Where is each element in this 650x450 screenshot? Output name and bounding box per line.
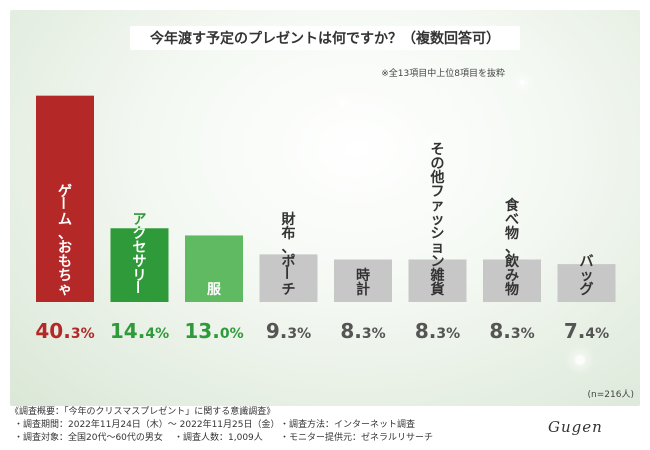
bar-8: [557, 264, 616, 302]
bar-5: [334, 259, 392, 302]
sample-size-label: (n=216人): [587, 390, 634, 400]
svg-text:物: 物: [505, 281, 519, 298]
svg-text:ッ: ッ: [580, 268, 594, 284]
svg-text:、: 、: [505, 240, 519, 256]
value-label-1: 40.3%: [35, 319, 94, 343]
svg-text:グ: グ: [580, 281, 594, 298]
bar-3: [185, 235, 243, 302]
svg-text:セ: セ: [133, 240, 147, 256]
svg-text:時: 時: [356, 267, 370, 284]
svg-text:の: の: [431, 156, 445, 172]
value-label-5: 8.3%: [340, 319, 385, 343]
svg-text:食: 食: [505, 197, 520, 214]
svg-text:み: み: [505, 268, 519, 284]
svg-text:ア: ア: [133, 212, 147, 228]
svg-text:他: 他: [430, 169, 445, 186]
sparkle-decoration: [340, 100, 346, 106]
svg-text:布: 布: [282, 225, 296, 242]
svg-text:リ: リ: [133, 268, 147, 284]
svg-text:ポ: ポ: [282, 253, 296, 270]
svg-text:貨: 貨: [430, 281, 445, 298]
category-label-7: 食べ物、飲み物: [504, 197, 520, 298]
svg-text:セ: セ: [133, 240, 147, 256]
svg-text:ー: ー: [54, 196, 70, 210]
chart-background: [10, 10, 640, 406]
svg-text:ち: ち: [58, 268, 72, 284]
svg-text:ー: ー: [129, 280, 145, 294]
svg-text:財: 財: [281, 211, 296, 228]
bar-7: [483, 259, 541, 302]
svg-text:サ: サ: [133, 254, 147, 270]
sparkle-decoration: [430, 140, 438, 148]
chart-note: ※全13項目中上位8項目を抜粋: [381, 69, 505, 79]
svg-text:物: 物: [505, 225, 519, 242]
value-label-3: 13.0%: [184, 319, 243, 343]
svg-text:、: 、: [58, 226, 72, 242]
footer-heading: 《調査概要：「今年のクリスマスプレゼント」に関する意識調査》: [10, 407, 276, 417]
svg-text:ッ: ッ: [431, 212, 445, 228]
chart-title: 今年渡す予定のプレゼントは何ですか？（複数回答可）: [150, 31, 500, 47]
value-label-8: 7.4%: [564, 319, 609, 343]
bar-1: [36, 95, 94, 302]
footer-provider: ・モニター提供元：ゼネラルリサーチ: [280, 433, 434, 443]
svg-text:ァ: ァ: [431, 198, 445, 214]
svg-text:お: お: [58, 240, 72, 256]
svg-text:そ: そ: [431, 142, 445, 158]
signature-logo: Gugen: [548, 418, 603, 436]
svg-text:ク: ク: [133, 226, 147, 242]
svg-text:チ: チ: [282, 282, 296, 298]
svg-text:雑: 雑: [430, 267, 445, 284]
footer-period: ・調査期間：2022年11月24日（木）〜 2022年11月25日（金）: [14, 420, 280, 430]
chart-title-box: 今年渡す予定のプレゼントは何ですか？（複数回答可）: [130, 26, 520, 50]
value-label-2: 14.4%: [110, 319, 169, 343]
svg-text:リ: リ: [133, 268, 147, 284]
svg-text:ク: ク: [133, 226, 147, 242]
category-label-5: 時計: [356, 267, 370, 298]
svg-text:ゃ: ゃ: [58, 282, 72, 298]
category-label-3: 服: [207, 282, 222, 298]
bar-4: [259, 254, 318, 302]
svg-text:服: 服: [207, 282, 222, 298]
svg-text:バ: バ: [580, 254, 594, 270]
svg-text:ン: ン: [431, 254, 445, 270]
svg-text:計: 計: [356, 281, 370, 298]
svg-text:ー: ー: [129, 280, 145, 294]
svg-text:べ: べ: [505, 212, 519, 228]
bar-6: [408, 259, 467, 302]
svg-text:サ: サ: [133, 254, 147, 270]
svg-text:飲: 飲: [504, 253, 520, 270]
sparkle-decoration: [520, 80, 525, 85]
bar-2: [110, 228, 169, 302]
value-label-4: 9.3%: [266, 319, 311, 343]
svg-text:シ: シ: [431, 226, 445, 242]
sparkle-decoration: [575, 355, 585, 365]
value-label-6: 8.3%: [415, 319, 460, 343]
footer-method: ・調査方法：インターネット調査: [280, 420, 416, 430]
svg-text:ム: ム: [58, 212, 72, 228]
svg-text:フ: フ: [431, 184, 445, 200]
footer-target: ・調査対象：全国20代〜60代の男女: [14, 433, 163, 443]
category-label-4: 財布、ポーチ: [278, 211, 296, 298]
svg-text:、: 、: [282, 240, 296, 256]
category-label-8: バッグ: [580, 254, 594, 298]
footer-count: ・調査人数：1,009人: [174, 433, 263, 443]
svg-text:ョ: ョ: [431, 240, 445, 256]
value-label-7: 8.3%: [489, 319, 534, 343]
svg-text:ゲ: ゲ: [58, 183, 72, 200]
svg-text:ー: ー: [278, 266, 294, 280]
svg-text:も: も: [58, 254, 72, 270]
